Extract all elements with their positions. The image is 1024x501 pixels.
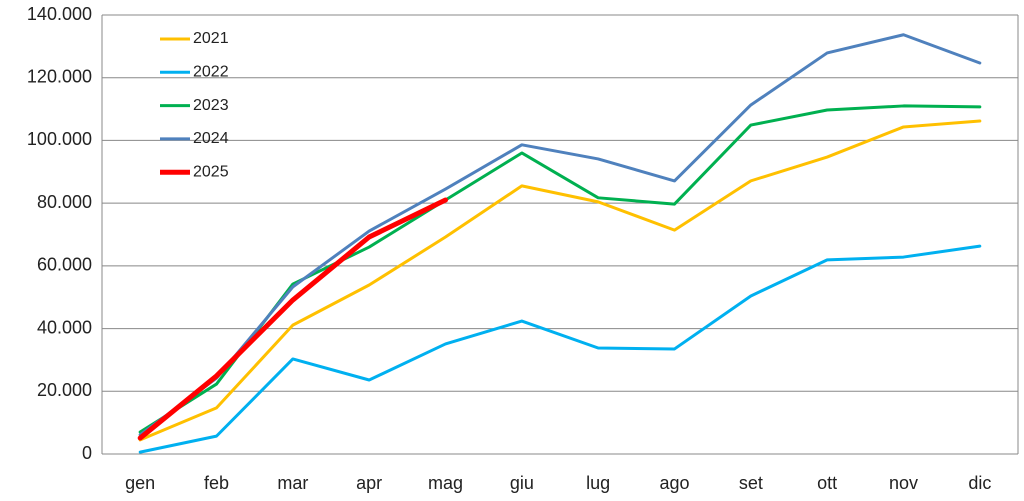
legend-label: 2024 — [193, 130, 229, 147]
y-tick-label: 80.000 — [37, 192, 92, 212]
y-tick-label: 0 — [82, 443, 92, 463]
series-line — [138, 119, 982, 442]
x-tick-label: gen — [125, 473, 155, 493]
x-tick-label: apr — [356, 473, 382, 493]
legend-label: 2023 — [193, 97, 229, 114]
legend-label: 2025 — [193, 163, 229, 180]
y-tick-label: 140.000 — [27, 4, 92, 24]
x-tick-label: mar — [277, 473, 308, 493]
x-tick-label: dic — [968, 473, 991, 493]
x-tick-label: giu — [510, 473, 534, 493]
x-tick-label: set — [739, 473, 763, 493]
x-tick-label: ago — [659, 473, 689, 493]
series-line — [138, 33, 982, 437]
x-tick-label: nov — [889, 473, 918, 493]
y-tick-label: 120.000 — [27, 66, 92, 86]
series-line — [138, 104, 982, 434]
y-tick-label: 100.000 — [27, 129, 92, 149]
x-tick-label: feb — [204, 473, 229, 493]
series-line — [137, 197, 448, 441]
x-tick-label: ott — [817, 473, 837, 493]
y-tick-label: 60.000 — [37, 255, 92, 275]
y-tick-label: 40.000 — [37, 317, 92, 337]
legend-label: 2021 — [193, 30, 229, 47]
y-tick-label: 20.000 — [37, 380, 92, 400]
x-tick-label: lug — [586, 473, 610, 493]
series-line — [138, 244, 982, 454]
x-tick-label: mag — [428, 473, 463, 493]
legend-label: 2022 — [193, 64, 229, 81]
